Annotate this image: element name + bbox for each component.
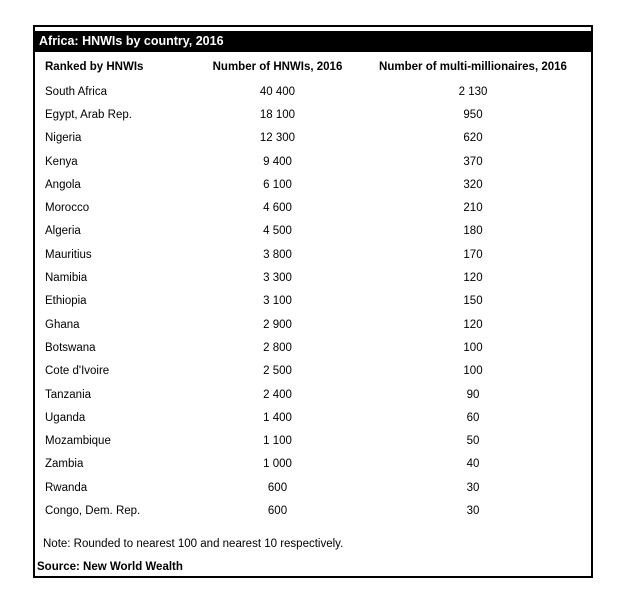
- hnwi-count-cell: 12 300: [259, 132, 296, 145]
- hnwi-count-cell: 1 100: [263, 435, 292, 448]
- table-note: Note: Rounded to nearest 100 and nearest…: [43, 537, 344, 550]
- column-header-multi-millionaires: Number of multi-millionaires, 2016: [379, 61, 567, 73]
- country-cell: Mozambique: [45, 435, 111, 448]
- country-cell: Namibia: [45, 272, 88, 285]
- table-row: Ghana 2 900 120: [35, 313, 591, 336]
- hnwi-count-cell: 9 400: [263, 155, 292, 168]
- country-cell: Egypt, Arab Rep.: [45, 108, 132, 121]
- table-row: Cote d'Ivoire 2 500 100: [35, 360, 591, 383]
- multi-millionaire-count-cell: 210: [463, 202, 483, 215]
- table-row: Congo, Dem. Rep. 600 30: [35, 499, 591, 522]
- country-cell: Congo, Dem. Rep.: [45, 504, 141, 517]
- country-cell: Nigeria: [45, 132, 82, 145]
- multi-millionaire-count-cell: 100: [463, 341, 483, 354]
- hnwi-count-cell: 600: [267, 504, 288, 517]
- country-cell: Mauritius: [45, 248, 92, 261]
- country-cell: Cote d'Ivoire: [45, 365, 110, 378]
- column-header-hnwis: Number of HNWIs, 2016: [212, 61, 343, 73]
- multi-millionaire-count-cell: 120: [463, 318, 483, 331]
- table-row: Morocco 4 600 210: [35, 196, 591, 219]
- table-title: Africa: HNWIs by country, 2016: [35, 31, 591, 52]
- country-cell: Kenya: [45, 155, 78, 168]
- country-cell: Ghana: [45, 318, 80, 331]
- multi-millionaire-count-cell: 40: [466, 458, 480, 471]
- multi-millionaire-count-cell: 90: [466, 388, 480, 401]
- hnwi-count-cell: 4 500: [263, 225, 292, 238]
- country-cell: Ethiopia: [45, 295, 87, 308]
- multi-millionaire-count-cell: 30: [466, 481, 480, 494]
- multi-millionaire-count-cell: 60: [466, 411, 480, 424]
- table-header-row: Ranked by HNWIs Number of HNWIs, 2016 Nu…: [35, 52, 591, 80]
- hnwi-count-cell: 2 400: [263, 388, 292, 401]
- table-row: Tanzania 2 400 90: [35, 383, 591, 406]
- multi-millionaire-count-cell: 170: [463, 248, 483, 261]
- table-row: Egypt, Arab Rep. 18 100 950: [35, 103, 591, 126]
- hnwi-count-cell: 1 400: [263, 411, 292, 424]
- hnwi-table: Africa: HNWIs by country, 2016 Ranked by…: [33, 25, 593, 578]
- column-header-country: Ranked by HNWIs: [45, 61, 144, 73]
- multi-millionaire-count-cell: 950: [463, 108, 483, 121]
- table-row: Uganda 1 400 60: [35, 406, 591, 429]
- table-row: Algeria 4 500 180: [35, 220, 591, 243]
- country-cell: South Africa: [45, 85, 108, 98]
- hnwi-count-cell: 6 100: [263, 178, 292, 191]
- table-row: Kenya 9 400 370: [35, 150, 591, 173]
- multi-millionaire-count-cell: 180: [463, 225, 483, 238]
- table-row: Mozambique 1 100 50: [35, 429, 591, 452]
- table-body: South Africa 40 400 2 130 Egypt, Arab Re…: [35, 80, 591, 523]
- country-cell: Rwanda: [45, 481, 88, 494]
- multi-millionaire-count-cell: 370: [463, 155, 483, 168]
- multi-millionaire-count-cell: 30: [466, 504, 480, 517]
- table-row: Ethiopia 3 100 150: [35, 290, 591, 313]
- hnwi-count-cell: 2 500: [263, 365, 292, 378]
- table-source: Source: New World Wealth: [37, 560, 183, 573]
- multi-millionaire-count-cell: 100: [463, 365, 483, 378]
- country-cell: Botswana: [45, 341, 96, 354]
- hnwi-count-cell: 3 100: [263, 295, 292, 308]
- multi-millionaire-count-cell: 120: [463, 272, 483, 285]
- hnwi-count-cell: 3 300: [263, 272, 292, 285]
- country-cell: Uganda: [45, 411, 86, 424]
- table-row: South Africa 40 400 2 130: [35, 80, 591, 103]
- table-row: Zambia 1 000 40: [35, 453, 591, 476]
- hnwi-count-cell: 600: [267, 481, 288, 494]
- hnwi-count-cell: 18 100: [259, 108, 296, 121]
- hnwi-count-cell: 3 800: [263, 248, 292, 261]
- multi-millionaire-count-cell: 320: [463, 178, 483, 191]
- country-cell: Morocco: [45, 202, 90, 215]
- country-cell: Tanzania: [45, 388, 92, 401]
- multi-millionaire-count-cell: 2 130: [458, 85, 488, 98]
- country-cell: Zambia: [45, 458, 84, 471]
- multi-millionaire-count-cell: 150: [463, 295, 483, 308]
- table-row: Namibia 3 300 120: [35, 266, 591, 289]
- hnwi-count-cell: 1 000: [263, 458, 292, 471]
- hnwi-count-cell: 2 800: [263, 341, 292, 354]
- table-row: Mauritius 3 800 170: [35, 243, 591, 266]
- table-row: Botswana 2 800 100: [35, 336, 591, 359]
- country-cell: Angola: [45, 178, 81, 191]
- multi-millionaire-count-cell: 620: [463, 132, 483, 145]
- hnwi-count-cell: 4 600: [263, 202, 292, 215]
- table-row: Angola 6 100 320: [35, 173, 591, 196]
- hnwi-count-cell: 2 900: [263, 318, 292, 331]
- table-row: Rwanda 600 30: [35, 476, 591, 499]
- multi-millionaire-count-cell: 50: [466, 435, 480, 448]
- table-row: Nigeria 12 300 620: [35, 127, 591, 150]
- hnwi-count-cell: 40 400: [259, 85, 296, 98]
- country-cell: Algeria: [45, 225, 81, 238]
